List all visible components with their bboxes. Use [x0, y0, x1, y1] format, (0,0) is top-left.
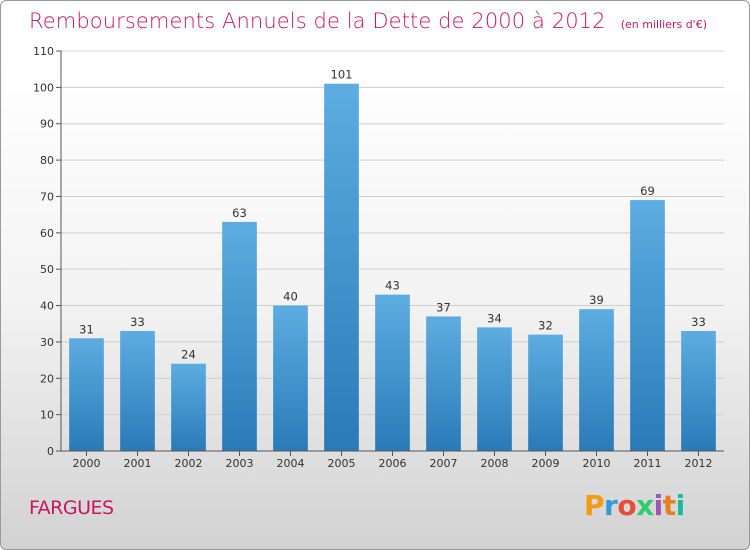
- data-label-2001: 33: [130, 315, 145, 329]
- bar-2004: [273, 305, 308, 451]
- axes: [56, 50, 724, 456]
- x-tick-label-2008: 2008: [481, 457, 509, 470]
- x-tick-label-2006: 2006: [379, 457, 407, 470]
- y-tick-label: 80: [40, 154, 54, 167]
- y-tick-label: 30: [40, 336, 54, 349]
- bar-2011: [630, 200, 665, 451]
- data-label-2006: 43: [385, 279, 400, 293]
- data-label-2004: 40: [283, 290, 298, 304]
- data-label-2003: 63: [232, 206, 247, 220]
- labels: 0 10 20 30 40 50 60 70 80 90 100 110 31 2000 33 2001 24 2…: [33, 45, 713, 470]
- bar-2002: [171, 363, 206, 451]
- logo-letter: t: [662, 489, 676, 522]
- chart-title: Remboursements Annuels de la Dette de 20…: [29, 9, 606, 33]
- x-tick-label-2011: 2011: [634, 457, 662, 470]
- bar-2008: [477, 327, 512, 451]
- bars: [69, 83, 716, 452]
- y-tick-label: 50: [40, 263, 54, 276]
- x-tick-label-2002: 2002: [175, 457, 203, 470]
- bar-2009: [528, 334, 563, 451]
- x-tick-label-2012: 2012: [685, 457, 713, 470]
- y-tick-label: 100: [33, 81, 54, 94]
- y-tick-label: 60: [40, 227, 54, 240]
- y-tick-label: 40: [40, 300, 54, 313]
- data-label-2002: 24: [181, 348, 196, 362]
- data-label-2012: 33: [691, 315, 706, 329]
- logo-letter: r: [604, 489, 618, 522]
- bar-2007: [426, 316, 461, 451]
- data-label-2011: 69: [640, 184, 655, 198]
- y-tick-label: 20: [40, 372, 54, 385]
- x-tick-label-2007: 2007: [430, 457, 458, 470]
- x-tick-label-2001: 2001: [124, 457, 152, 470]
- bar-2001: [120, 331, 155, 451]
- data-label-2000: 31: [79, 322, 94, 336]
- y-tick-label: 0: [47, 445, 54, 458]
- data-label-2010: 39: [589, 293, 604, 307]
- bar-2003: [222, 221, 257, 451]
- logo-letter: i: [653, 489, 664, 522]
- logo-letter: o: [617, 489, 637, 522]
- logo-letter: i: [675, 489, 686, 522]
- x-tick-label-2004: 2004: [277, 457, 305, 470]
- data-label-2008: 34: [487, 311, 502, 325]
- bar-2005: [324, 83, 359, 452]
- bar-2010: [579, 309, 614, 451]
- x-tick-label-2005: 2005: [328, 457, 356, 470]
- title-row: Remboursements Annuels de la Dette de 20…: [29, 9, 707, 33]
- x-tick-label-2000: 2000: [73, 457, 101, 470]
- y-tick-label: 70: [40, 190, 54, 203]
- y-tick-label: 110: [33, 45, 54, 58]
- bar-2000: [69, 338, 104, 451]
- x-tick-label-2010: 2010: [583, 457, 611, 470]
- bar-2012: [681, 331, 716, 451]
- chart-unit: (en milliers d'€): [620, 18, 707, 31]
- bar-2006: [375, 294, 410, 451]
- y-tick-label: 90: [40, 118, 54, 131]
- proxiti-logo: Proxiti: [584, 489, 685, 522]
- logo-letter: P: [584, 489, 605, 522]
- y-tick-label: 10: [40, 409, 54, 422]
- commune-name: FARGUES: [29, 497, 114, 519]
- x-tick-label-2003: 2003: [226, 457, 254, 470]
- x-tick-label-2009: 2009: [532, 457, 560, 470]
- logo-letter: x: [636, 489, 654, 522]
- data-label-2005: 101: [331, 68, 353, 82]
- data-label-2009: 32: [538, 319, 553, 333]
- data-label-2007: 37: [436, 300, 451, 314]
